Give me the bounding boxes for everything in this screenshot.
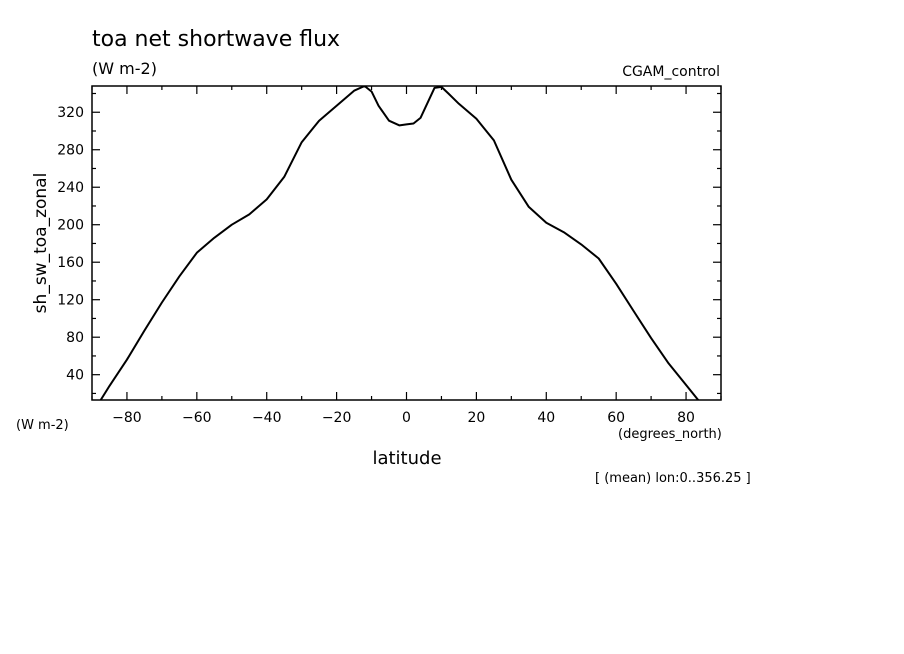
x-tick-label: −20 <box>322 410 352 426</box>
y-axis-label: sh_sw_toa_zonal <box>31 173 51 314</box>
series-line <box>99 86 700 400</box>
run-label: CGAM_control <box>622 64 720 80</box>
chart-title: toa net shortwave flux <box>92 27 340 52</box>
x-axis-label: latitude <box>372 448 441 469</box>
y-tick-label: 240 <box>57 180 84 196</box>
y-axis: 40 80 120 160 200 240 280 320 <box>57 92 721 395</box>
x-tick-label: 0 <box>402 410 411 426</box>
x-tick-label: 60 <box>607 410 625 426</box>
x-units-label: (degrees_north) <box>618 427 722 442</box>
y-tick-label: 280 <box>57 143 84 159</box>
y-tick-label: 120 <box>57 293 84 309</box>
x-tick-label: 20 <box>467 410 485 426</box>
plot-frame <box>91 85 722 401</box>
chart-subtitle: (W m-2) <box>92 59 157 78</box>
x-tick-label: −80 <box>112 410 142 426</box>
y-tick-label: 160 <box>57 255 84 271</box>
x-tick-label: 40 <box>537 410 555 426</box>
y-tick-label: 40 <box>66 368 84 384</box>
y-tick-label: 80 <box>66 330 84 346</box>
x-tick-label: 80 <box>677 410 695 426</box>
y-tick-label: 320 <box>57 105 84 121</box>
footnote: [ (mean) lon:0..356.25 ] <box>595 471 751 486</box>
x-tick-label: −60 <box>182 410 212 426</box>
x-axis: −80 −60 −40 −20 0 20 40 60 80 <box>91 86 722 426</box>
x-tick-label: −40 <box>252 410 282 426</box>
y-units-label: (W m-2) <box>16 418 69 433</box>
y-tick-label: 200 <box>57 218 84 234</box>
